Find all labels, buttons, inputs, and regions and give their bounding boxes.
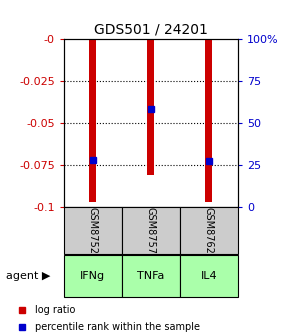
Text: percentile rank within the sample: percentile rank within the sample: [35, 322, 200, 332]
Text: IFNg: IFNg: [80, 271, 105, 281]
Bar: [147, 39, 154, 175]
Text: GSM8757: GSM8757: [146, 207, 156, 254]
Bar: [205, 39, 212, 202]
Bar: [64, 207, 122, 254]
Text: TNFa: TNFa: [137, 271, 164, 281]
Bar: [180, 255, 238, 297]
Bar: [89, 39, 96, 202]
Title: GDS501 / 24201: GDS501 / 24201: [94, 22, 208, 36]
Bar: [64, 255, 122, 297]
Text: GSM8752: GSM8752: [88, 207, 98, 254]
Text: log ratio: log ratio: [35, 305, 76, 315]
Bar: [122, 255, 180, 297]
Bar: [180, 207, 238, 254]
Text: GSM8762: GSM8762: [204, 207, 214, 254]
Bar: [122, 207, 180, 254]
Text: IL4: IL4: [200, 271, 217, 281]
Text: agent ▶: agent ▶: [6, 271, 50, 281]
